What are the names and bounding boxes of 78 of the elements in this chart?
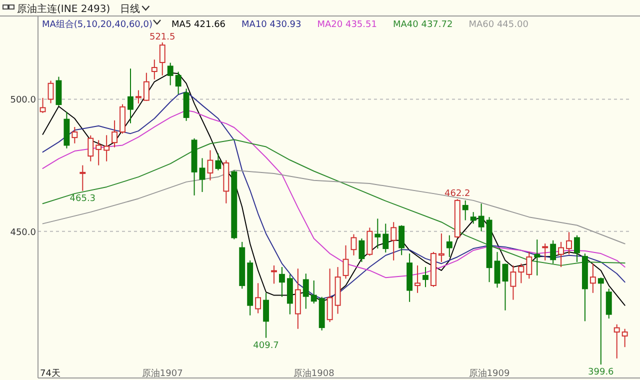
candlestick: [446, 234, 452, 258]
text: MA20 435.51: [317, 20, 377, 30]
chart-subtitle: 日线: [120, 3, 140, 15]
chart-title: 原油主连(INE 2493): [17, 3, 110, 15]
candlestick: [199, 158, 206, 192]
candlestick: [494, 251, 500, 288]
legend-title: MA组合(5,10,20,40,60,0): [42, 19, 153, 30]
candlestick: [310, 280, 317, 304]
candlestick: [48, 80, 54, 104]
y-tick-label: 500.0: [10, 96, 36, 106]
candlestick: [96, 140, 102, 166]
x-tick-label: 原油1908: [293, 368, 335, 379]
line-series: [42, 110, 626, 278]
annotation: 521.5: [150, 32, 176, 42]
candlestick: [302, 273, 309, 310]
candlestick: [56, 76, 62, 106]
candlestick: [128, 68, 134, 124]
candlestick: [398, 224, 405, 256]
candlestick: [112, 120, 118, 148]
candlestick: [502, 263, 508, 311]
candlestick: [366, 227, 373, 256]
candlestick: [263, 292, 270, 338]
candlestick: [390, 222, 397, 261]
candlestick: [255, 282, 262, 314]
candlestick: [358, 238, 365, 262]
candlestick: [151, 59, 158, 80]
candlestick: [534, 239, 540, 276]
candlestick: [72, 126, 78, 144]
candlestick: [350, 234, 357, 256]
annotation: 399.6: [588, 368, 614, 378]
candlestick: [542, 243, 548, 261]
candlestick: [462, 200, 468, 221]
candlestick: [382, 223, 389, 253]
candlestick: [558, 241, 564, 268]
x-tick-label: 原油1907: [142, 368, 183, 379]
candlestick: [215, 152, 222, 171]
candlestick: [342, 244, 349, 280]
candlestick: [422, 266, 428, 288]
candlestick: [510, 264, 516, 300]
candlestick: [574, 234, 580, 262]
candlestick: [207, 150, 214, 181]
annotation: 465.3: [70, 194, 96, 204]
annotation: 462.2: [444, 189, 470, 200]
candlestick: [550, 240, 556, 264]
candlestick: [374, 218, 381, 250]
candlestick: [159, 42, 166, 76]
candlestick: [414, 264, 420, 294]
candlestick: [590, 263, 596, 294]
candlestick: [566, 232, 572, 255]
candlestick: [40, 97, 46, 114]
candlestick: [518, 263, 524, 284]
candlestick: [478, 203, 484, 232]
candlestick: [143, 72, 150, 102]
candlestick: [135, 90, 142, 104]
candlestick: [88, 134, 94, 162]
candlestick: [271, 264, 277, 284]
candlestick: [598, 277, 604, 366]
candlestick: [80, 164, 86, 192]
candlestick: [526, 251, 532, 280]
candlestick: [167, 62, 174, 86]
x-tick-label: 原油1909: [468, 368, 510, 379]
candlestick: [279, 266, 285, 298]
candlestick: [326, 268, 333, 322]
candlestick: [175, 71, 182, 95]
candlestick: [438, 232, 444, 262]
annotation: 74天: [40, 368, 60, 379]
candlestick: [622, 328, 628, 348]
line-series: [42, 170, 626, 244]
text: MA40 437.72: [392, 20, 453, 30]
text: MA10 430.93: [242, 20, 302, 30]
text: MA60 445.00: [468, 20, 529, 30]
candlestick: [606, 288, 612, 320]
annotation: 409.7: [253, 340, 279, 351]
y-tick-label: 450.0: [10, 228, 36, 238]
text: MA5 421.66: [172, 20, 226, 30]
candlestick: [470, 212, 476, 224]
candlestick: [104, 134, 110, 162]
candlestick: [614, 324, 620, 359]
